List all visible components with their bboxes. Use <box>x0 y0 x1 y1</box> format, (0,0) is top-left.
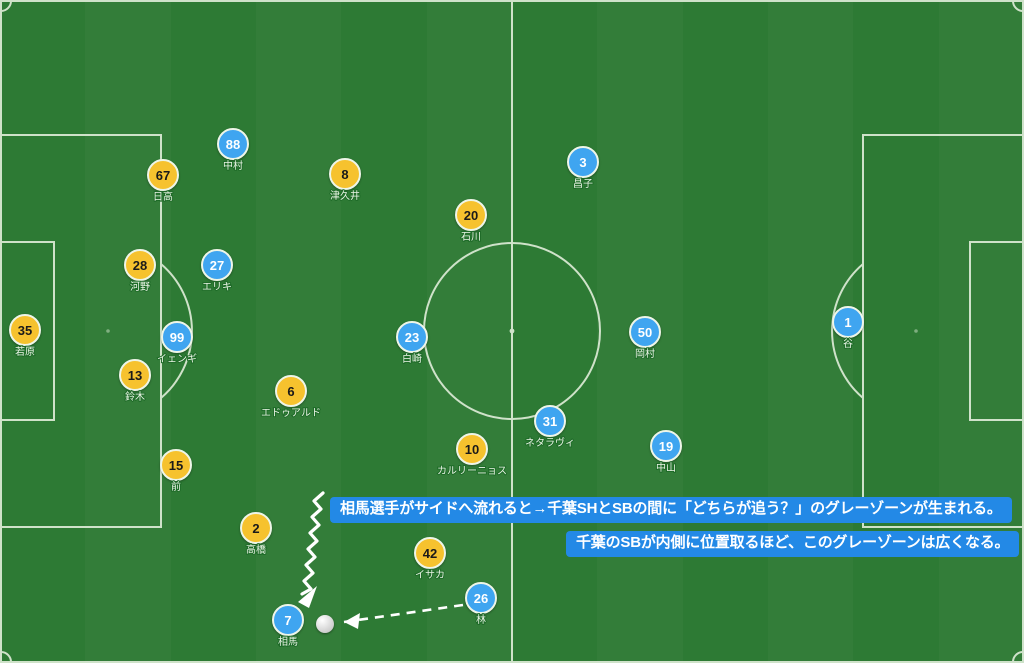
svg-text:谷: 谷 <box>843 338 853 350</box>
svg-text:相馬: 相馬 <box>278 635 298 648</box>
svg-text:若原: 若原 <box>15 345 35 358</box>
svg-text:エドゥアルド: エドゥアルド <box>261 408 321 419</box>
svg-text:河野: 河野 <box>130 281 150 293</box>
svg-text:日高: 日高 <box>153 190 173 203</box>
svg-text:石川: 石川 <box>461 232 481 243</box>
svg-text:エリキ: エリキ <box>202 282 232 293</box>
svg-text:昌子: 昌子 <box>573 178 593 190</box>
svg-text:高橋: 高橋 <box>246 543 266 556</box>
svg-text:津久井: 津久井 <box>330 189 360 202</box>
svg-text:中山: 中山 <box>656 461 676 474</box>
svg-text:岡村: 岡村 <box>635 347 655 360</box>
svg-text:前: 前 <box>171 480 181 493</box>
svg-text:カルリーニョス: カルリーニョス <box>437 465 507 477</box>
svg-text:中村: 中村 <box>223 159 243 172</box>
svg-text:鈴木: 鈴木 <box>125 390 145 403</box>
svg-text:林: 林 <box>476 613 486 626</box>
svg-text:白崎: 白崎 <box>402 352 422 365</box>
svg-text:イサカ: イサカ <box>415 569 445 581</box>
svg-text:イェンギ: イェンギ <box>157 353 197 365</box>
svg-text:ネタラヴィ: ネタラヴィ <box>525 436 575 449</box>
